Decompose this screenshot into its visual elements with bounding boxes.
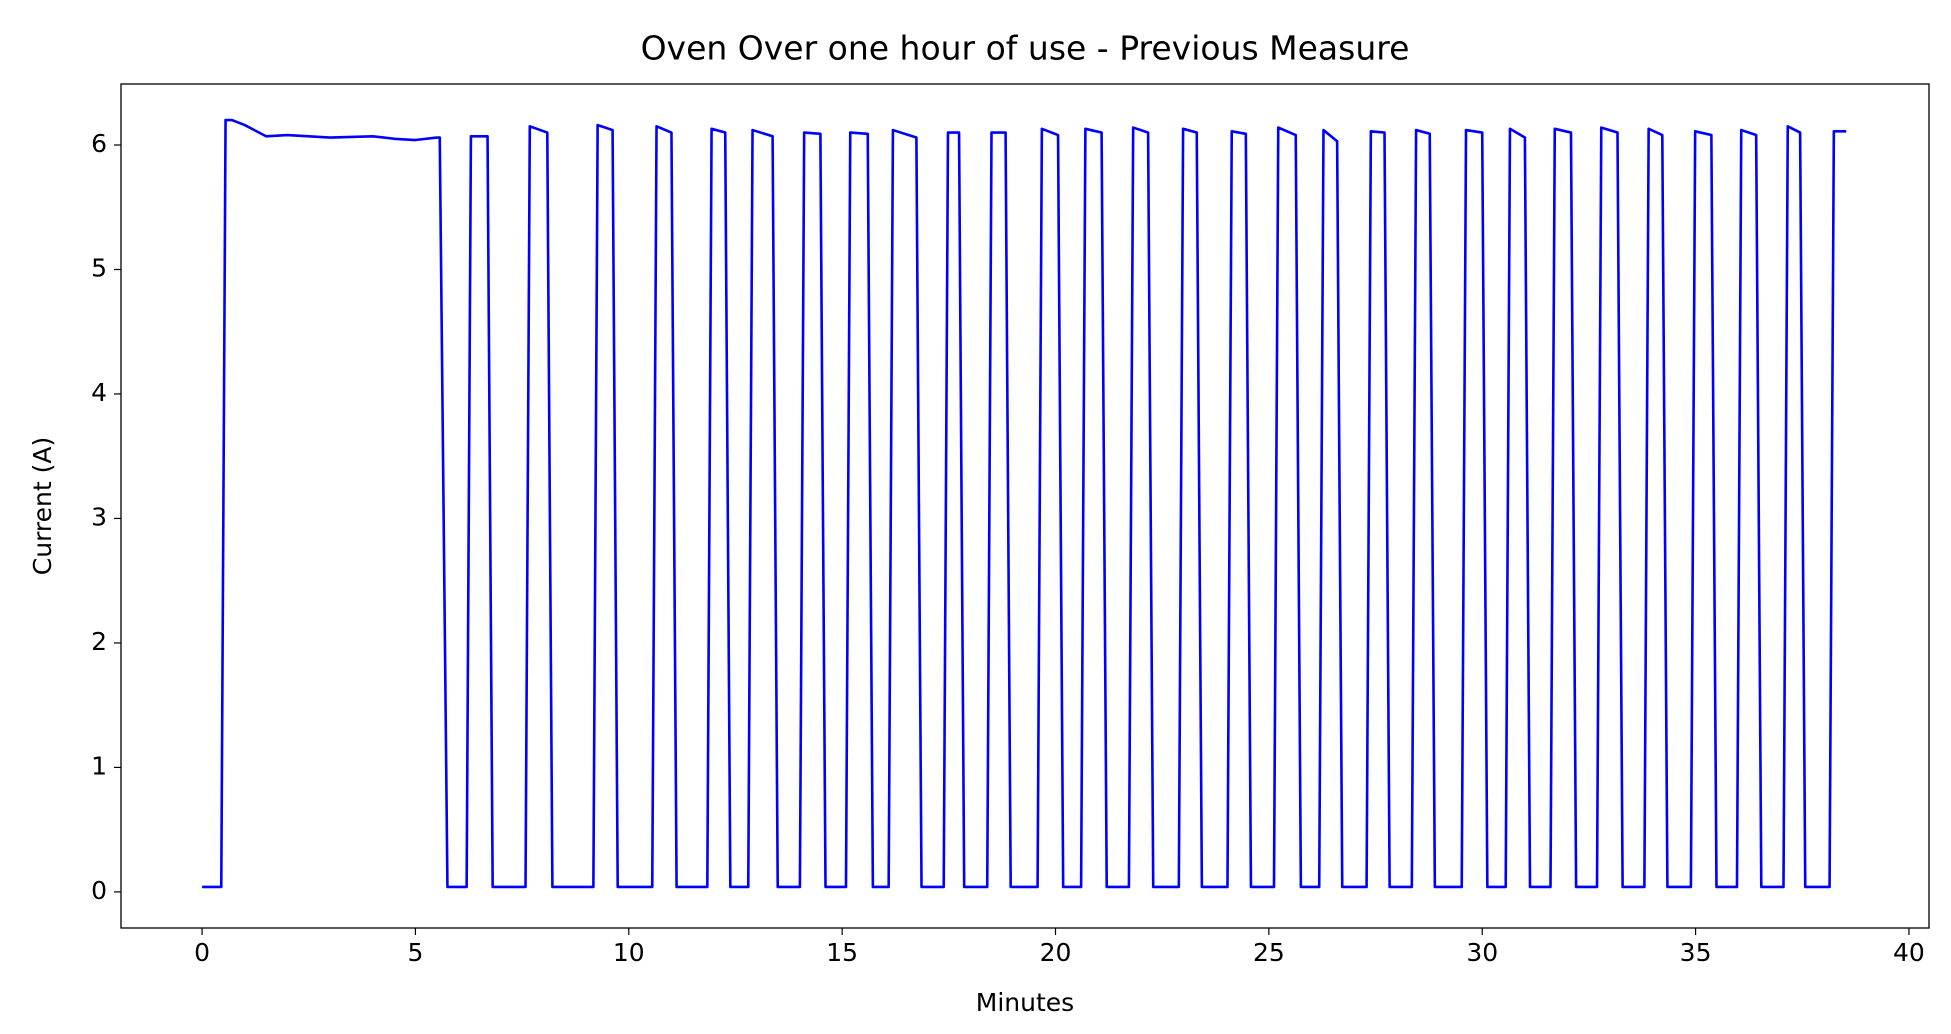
x-tick-label: 10 xyxy=(613,938,645,967)
x-tick-label: 5 xyxy=(407,938,423,967)
y-tick-label: 3 xyxy=(91,502,107,531)
y-tick-label: 6 xyxy=(91,129,107,158)
x-tick-label: 20 xyxy=(1040,938,1072,967)
y-tick-label: 4 xyxy=(91,378,107,407)
x-tick-label: 15 xyxy=(826,938,858,967)
chart-title: Oven Over one hour of use - Previous Mea… xyxy=(641,29,1410,68)
x-tick-label: 40 xyxy=(1893,938,1925,967)
x-axis-label: Minutes xyxy=(976,988,1074,1017)
x-tick-label: 0 xyxy=(194,938,210,967)
plot-frame xyxy=(120,83,1930,929)
y-tick-label: 2 xyxy=(91,627,107,656)
y-tick-label: 1 xyxy=(91,751,107,780)
x-tick-label: 25 xyxy=(1253,938,1285,967)
x-tick-label: 30 xyxy=(1466,938,1498,967)
y-axis-label: Current (A) xyxy=(28,437,57,575)
y-tick-label: 0 xyxy=(91,876,107,905)
x-tick-label: 35 xyxy=(1680,938,1712,967)
data-line xyxy=(202,118,1847,889)
y-tick-label: 5 xyxy=(91,253,107,282)
